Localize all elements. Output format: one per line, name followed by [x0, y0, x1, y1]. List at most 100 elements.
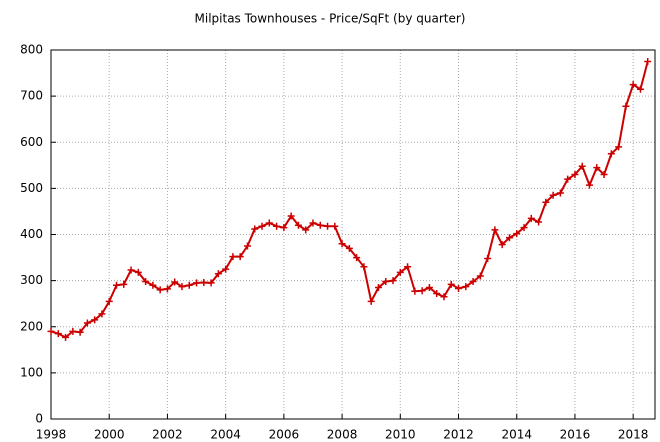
point-marker [294, 221, 302, 229]
point-marker [207, 279, 215, 287]
point-marker [178, 283, 186, 291]
point-marker [149, 281, 157, 289]
point-marker [520, 224, 528, 232]
point-marker [134, 268, 142, 276]
point-marker [578, 162, 586, 170]
y-tick-label: 0 [35, 412, 43, 426]
x-tick-label: 2006 [269, 428, 300, 442]
y-tick-label: 700 [20, 89, 43, 103]
point-marker [142, 278, 150, 286]
point-marker [564, 175, 572, 183]
point-marker [571, 171, 579, 179]
data-line [50, 61, 649, 339]
point-marker [382, 278, 390, 286]
x-tick-label: 2010 [385, 428, 416, 442]
point-marker [636, 85, 644, 93]
y-tick-label: 300 [20, 273, 43, 287]
point-marker [549, 191, 557, 199]
point-marker [236, 253, 244, 261]
point-marker [120, 280, 128, 288]
point-marker [243, 242, 251, 250]
point-marker [229, 253, 237, 261]
point-marker [302, 226, 310, 234]
x-tick-label: 2012 [443, 428, 474, 442]
y-tick-label: 600 [20, 135, 43, 149]
y-tick-label: 200 [20, 319, 43, 333]
point-marker [214, 270, 222, 278]
point-marker [411, 287, 419, 295]
point-marker [112, 281, 120, 289]
point-marker [527, 214, 535, 222]
x-tick-label: 2000 [94, 428, 125, 442]
point-marker [535, 218, 543, 226]
point-marker [469, 278, 477, 286]
point-marker [280, 224, 288, 232]
point-marker [287, 212, 295, 220]
y-tick-label: 400 [20, 227, 43, 241]
point-marker [105, 297, 113, 305]
point-marker [171, 278, 179, 286]
point-marker [258, 222, 266, 230]
x-tick-label: 2014 [501, 428, 532, 442]
point-marker [615, 143, 623, 151]
point-marker [404, 263, 412, 271]
point-marker [389, 277, 397, 285]
point-marker [600, 171, 608, 179]
point-marker [440, 293, 448, 301]
point-marker [622, 102, 630, 110]
point-marker [498, 241, 506, 249]
y-tick-label: 500 [20, 181, 43, 195]
point-marker [360, 263, 368, 271]
point-marker [324, 222, 332, 230]
point-marker [367, 297, 375, 305]
point-marker [455, 284, 463, 292]
point-marker [316, 221, 324, 229]
point-marker [396, 268, 404, 276]
point-marker [338, 240, 346, 248]
plot-frame [50, 49, 656, 420]
point-marker [418, 287, 426, 295]
point-marker [491, 226, 499, 234]
point-marker [462, 283, 470, 291]
point-marker [273, 222, 281, 230]
point-marker [76, 328, 84, 336]
x-tick-label: 1998 [36, 428, 67, 442]
point-marker [127, 266, 135, 274]
point-marker [163, 285, 171, 293]
point-marker [542, 198, 550, 206]
point-marker [374, 284, 382, 292]
point-marker [69, 327, 77, 335]
point-marker [251, 225, 259, 233]
point-marker [193, 279, 201, 287]
point-marker [222, 265, 230, 273]
point-marker [185, 281, 193, 289]
point-marker [331, 222, 339, 230]
point-marker [91, 316, 99, 324]
point-marker [629, 81, 637, 89]
point-marker [309, 219, 317, 227]
point-marker [644, 58, 652, 66]
chart-title: Milpitas Townhouses - Price/SqFt (by qua… [195, 12, 466, 26]
point-marker [593, 164, 601, 172]
point-marker [62, 333, 70, 341]
point-marker [353, 254, 361, 262]
point-marker [345, 244, 353, 252]
point-marker [98, 310, 106, 318]
x-tick-label: 2016 [560, 428, 591, 442]
point-marker [83, 319, 91, 327]
point-marker [476, 272, 484, 280]
point-marker [265, 219, 273, 227]
x-tick-label: 2008 [327, 428, 358, 442]
point-marker [156, 286, 164, 294]
point-marker [54, 330, 62, 338]
x-tick-label: 2018 [618, 428, 649, 442]
y-tick-label: 100 [20, 365, 43, 379]
point-marker [513, 230, 521, 238]
point-marker [200, 278, 208, 286]
point-marker [586, 181, 594, 189]
x-tick-label: 2002 [152, 428, 183, 442]
y-tick-label: 800 [20, 43, 43, 57]
point-marker [505, 234, 513, 242]
point-marker [425, 284, 433, 292]
